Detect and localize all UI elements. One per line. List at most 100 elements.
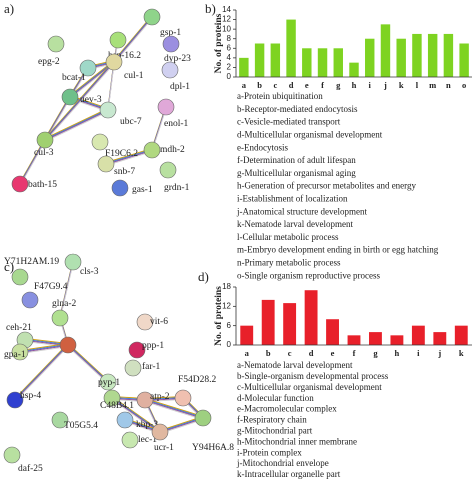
x-tick-label: k: [459, 348, 464, 358]
edge: [67, 345, 109, 383]
network-node: [11, 343, 29, 361]
network-node: [194, 409, 212, 427]
x-tick-label: f: [353, 348, 356, 358]
bar: [239, 57, 249, 77]
node-label: ppp-1: [142, 341, 164, 351]
y-tick-label: 18: [222, 282, 231, 291]
network-node: [157, 98, 175, 116]
description: h-Mitochondrial inner membrane: [237, 436, 357, 446]
bar: [365, 38, 375, 77]
x-tick-label: j: [383, 80, 387, 90]
node-label: T05G5.4: [64, 421, 98, 431]
bar: [347, 335, 361, 345]
edge: [111, 397, 161, 432]
edge: [144, 399, 204, 418]
network-node: [136, 313, 154, 331]
network-node: [59, 336, 77, 354]
edge: [113, 15, 153, 61]
description: a-Protein ubiquitination: [237, 91, 323, 101]
bar: [261, 299, 275, 345]
network-node: [99, 373, 117, 391]
bar: [396, 38, 406, 77]
y-tick-label: 8: [227, 34, 232, 43]
edge: [113, 18, 153, 64]
network-node: [162, 35, 180, 53]
x-tick-label: m: [429, 80, 436, 90]
x-tick-label: h: [395, 348, 400, 358]
x-tick-label: i: [369, 80, 372, 90]
node-label: ucr-1: [154, 443, 174, 453]
x-tick-label: d: [289, 80, 294, 90]
bar: [427, 33, 438, 77]
edge: [113, 17, 153, 63]
y-tick-label: 12: [222, 301, 231, 310]
network-node: [151, 423, 169, 441]
description: c-Multicellular organismal development: [237, 382, 382, 392]
edge: [44, 61, 115, 140]
description: d-Multicellular organismal development: [237, 129, 383, 139]
network-node: [61, 88, 79, 106]
edge: [69, 61, 115, 97]
description: e-Macromolecular complex: [237, 404, 337, 414]
node-label: vit-6: [150, 317, 168, 327]
description: b-Receptor-mediated endocytosis: [237, 104, 358, 114]
panel-label: d): [198, 269, 209, 284]
node-label: ubc-7: [120, 117, 142, 127]
network-node: [99, 101, 117, 119]
description: g-Multicellular organismal aging: [237, 168, 356, 178]
edge: [44, 62, 115, 141]
node-label: glna-2: [52, 299, 77, 309]
bar: [454, 325, 468, 345]
description: h-Generation of precursor metabolites an…: [237, 181, 417, 191]
edge: [14, 345, 69, 401]
network-node: [116, 411, 134, 429]
description: b-Single-organism developmental process: [237, 371, 389, 381]
description: o-Single organism reproductive process: [237, 270, 381, 280]
bar: [326, 319, 339, 345]
x-tick-label: j: [437, 348, 441, 358]
y-tick-label: 6: [227, 321, 232, 330]
node-label: Y71H2AM.19: [4, 257, 59, 267]
description: l-Cellular metabolic process: [237, 232, 339, 242]
node-label: dyp-23: [164, 54, 191, 64]
description: j-Mitochondrial envelope: [236, 458, 329, 468]
node-label: cls-3: [80, 267, 99, 277]
edge: [144, 398, 204, 417]
network-node: [3, 446, 21, 464]
node-label: mdh-2: [160, 145, 185, 155]
network-node: [136, 391, 154, 409]
node-label: gsp-1: [160, 28, 181, 38]
panel-label: c): [4, 259, 14, 274]
panel-label: a): [4, 1, 14, 16]
network-node: [143, 8, 161, 26]
node-label: dpl-1: [170, 82, 190, 92]
network-node: [36, 131, 54, 149]
node-label: kbp-3: [136, 420, 158, 430]
x-tick-label: g: [336, 80, 341, 90]
network-node: [11, 268, 29, 286]
description: f-Determination of adult lifespan: [237, 155, 356, 165]
node-label: daf-25: [18, 463, 43, 474]
edge: [14, 344, 69, 400]
node-label: F47G9.4: [34, 282, 68, 292]
x-tick-label: d: [309, 348, 314, 358]
edge: [111, 396, 161, 431]
network-node: [159, 161, 177, 179]
x-tick-label: l: [416, 80, 419, 90]
network-node: [11, 175, 29, 193]
network-node: [105, 53, 123, 71]
network-node: [79, 59, 97, 77]
y-tick-label: 10: [222, 24, 231, 33]
network-node: [21, 291, 39, 309]
network-node: [47, 35, 65, 53]
edge: [144, 401, 204, 420]
edge: [44, 108, 109, 139]
x-tick-label: h: [352, 80, 357, 90]
node-label: pyp-1: [98, 378, 120, 388]
network-node: [124, 359, 142, 377]
x-tick-label: b: [266, 348, 271, 358]
x-tick-label: e: [305, 80, 309, 90]
bar: [283, 303, 297, 345]
description: g-Mitochondrial part: [237, 425, 313, 435]
edge: [44, 111, 109, 142]
